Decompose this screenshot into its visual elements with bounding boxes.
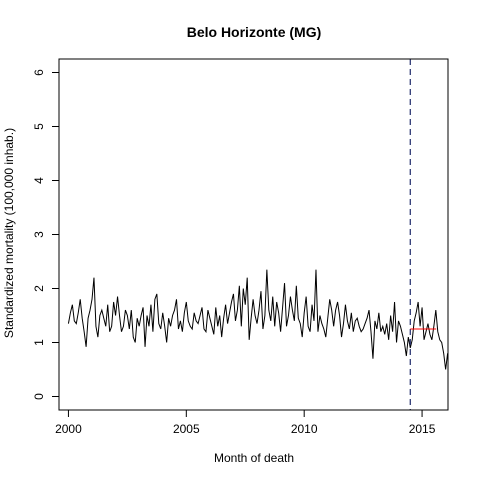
plot-frame [58, 58, 449, 411]
x-tick-label: 2005 [173, 422, 200, 436]
y-axis: 0 1 2 3 4 5 6 [32, 69, 60, 400]
y-tick-label: 4 [32, 177, 46, 184]
x-tick-label: 2010 [291, 422, 318, 436]
y-tick-label: 6 [32, 69, 46, 76]
series-line [67, 269, 449, 370]
plot-area [67, 59, 449, 410]
x-tick-label: 2015 [409, 422, 436, 436]
y-tick-label: 3 [32, 231, 46, 238]
chart-title: Belo Horizonte (MG) [187, 24, 322, 40]
y-tick-label: 0 [32, 393, 46, 400]
x-axis-label: Month of death [214, 451, 294, 465]
y-tick-label: 1 [32, 339, 46, 346]
y-tick-label: 5 [32, 123, 46, 130]
x-tick-label: 2000 [55, 422, 82, 436]
x-axis: 2000 2005 2010 2015 [55, 409, 436, 436]
y-axis-label: Standardized mortality (100,000 inhab.) [2, 128, 16, 338]
y-tick-label: 2 [32, 285, 46, 292]
